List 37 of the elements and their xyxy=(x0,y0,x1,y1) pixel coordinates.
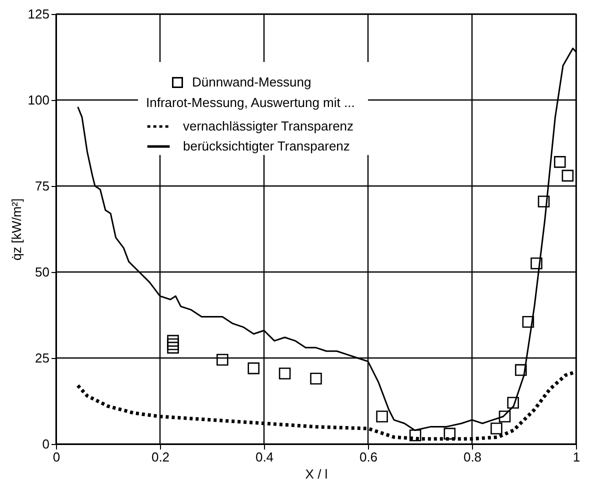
legend-label: Dünnwand-Messung xyxy=(192,74,312,90)
point xyxy=(498,410,511,422)
x-tick-label: 0 xyxy=(52,450,60,464)
point xyxy=(514,364,527,376)
y-tick-label: 25 xyxy=(35,350,50,366)
y-tick-label: 75 xyxy=(35,178,50,194)
point xyxy=(278,368,291,380)
point xyxy=(562,170,574,182)
point xyxy=(507,396,519,409)
point xyxy=(490,422,502,434)
y-axis-title: q̇z [kW/m²] xyxy=(8,198,24,261)
y-tick-label: 50 xyxy=(35,264,50,280)
legend-label: vernachlässigter Transparenz xyxy=(183,118,354,134)
point xyxy=(554,156,566,168)
x-tick-label: 0.6 xyxy=(359,450,378,464)
legend-label: berücksichtigter Transparenz xyxy=(183,138,350,154)
point xyxy=(530,258,542,270)
point xyxy=(444,428,456,440)
x-tick-label: 0.4 xyxy=(255,450,274,464)
point xyxy=(538,196,550,208)
x-tick-label: 1 xyxy=(572,450,580,464)
y-tick-label: 125 xyxy=(28,6,50,22)
x-axis-title: X / l xyxy=(305,466,328,482)
x-tick-label: 0.8 xyxy=(463,450,482,464)
point xyxy=(167,338,179,350)
point xyxy=(376,410,388,422)
y-tick-label: 100 xyxy=(28,92,50,108)
y-tick-label: 0 xyxy=(42,436,50,452)
point xyxy=(167,334,179,347)
point xyxy=(310,372,322,385)
point xyxy=(167,342,179,354)
point xyxy=(522,316,534,328)
point xyxy=(248,362,260,374)
point xyxy=(409,430,422,442)
x-tick-label: 0.2 xyxy=(151,450,170,464)
point xyxy=(216,354,228,366)
annotation: Infrarot-Messung, Auswertung mit ... xyxy=(146,95,355,110)
